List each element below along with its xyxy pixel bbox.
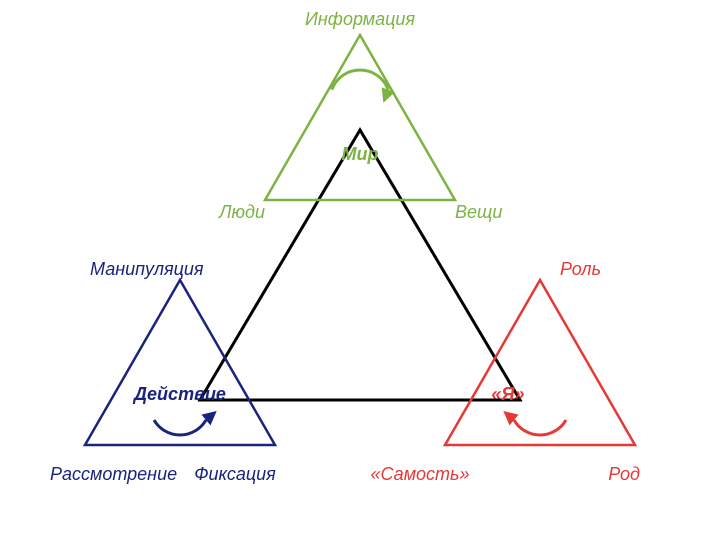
label-i: «Я» xyxy=(491,384,524,404)
triangle-left xyxy=(85,280,275,445)
triangle-right xyxy=(445,280,635,445)
label-role: Роль xyxy=(560,259,601,279)
label-world: Мир xyxy=(342,144,379,164)
label-fixation: Фиксация xyxy=(194,464,276,484)
label-kin: Род xyxy=(608,464,640,484)
triangle-center xyxy=(200,130,520,400)
triangle-diagram: Информация Люди Вещи Мир Манипуляция Рас… xyxy=(0,0,720,540)
label-selfhood: «Самость» xyxy=(370,464,469,484)
cycle-arrow-right xyxy=(499,406,566,435)
label-consideration: Рассмотрение xyxy=(50,464,177,484)
label-manipulation: Манипуляция xyxy=(90,259,204,279)
triangle-top xyxy=(265,35,455,200)
cycle-arrow-left xyxy=(154,406,221,435)
cycle-arrow-top xyxy=(332,70,395,105)
label-information: Информация xyxy=(305,9,415,29)
label-action: Действие xyxy=(132,384,226,404)
label-people: Люди xyxy=(218,202,265,222)
label-things: Вещи xyxy=(455,202,502,222)
